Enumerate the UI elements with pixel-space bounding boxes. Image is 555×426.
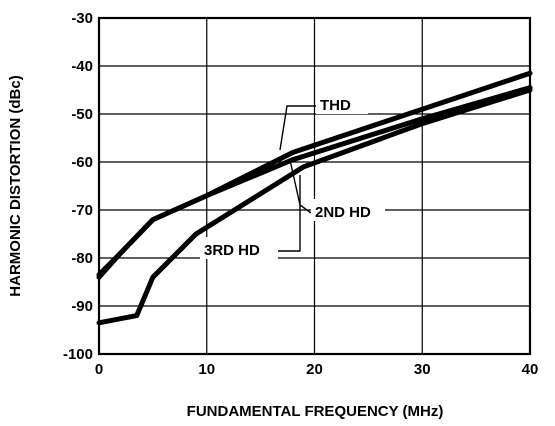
y-tick-label: -100	[63, 346, 93, 363]
y-tick-label: -60	[71, 154, 93, 171]
x-tick-label: 0	[95, 361, 103, 378]
x-axis-title: FUNDAMENTAL FREQUENCY (MHz)	[187, 403, 444, 420]
plot-frame	[97, 16, 532, 356]
y-tick-label: -80	[71, 250, 93, 267]
y-tick-label: -40	[71, 58, 93, 75]
series-curves	[96, 70, 533, 326]
series-label-background	[200, 237, 278, 259]
grid	[98, 17, 531, 355]
x-tick-label: 20	[306, 361, 323, 378]
y-tick-label: -30	[71, 10, 93, 27]
y-tick-label: -50	[71, 106, 93, 123]
series-leader-thd	[279, 105, 316, 151]
series-label-3rd-hd: 3RD HD	[204, 242, 260, 259]
y-tick-label: -90	[71, 298, 93, 315]
y-axis-title: HARMONIC DISTORTION (dBc)	[7, 75, 24, 296]
x-tick-label: 30	[414, 361, 431, 378]
series-line-2nd-hd	[96, 85, 533, 278]
series-label-2nd-hd: 2ND HD	[315, 204, 371, 221]
x-tick-label: 10	[198, 361, 215, 378]
series-label-background	[316, 92, 368, 114]
series-labels: THD 2ND HD 3RD HD	[200, 92, 385, 259]
x-tick-label: 40	[522, 361, 539, 378]
series-label-thd: THD	[320, 97, 351, 114]
series-label-background	[311, 199, 385, 221]
series-line-3rd-hd	[96, 87, 533, 326]
tick-labels: 0 10 20 30 40 -30 -40 -50 -60 -70 -80 -90 -100	[63, 10, 538, 378]
y-tick-label: -70	[71, 202, 93, 219]
series-leader-3rd-hd	[278, 175, 301, 252]
